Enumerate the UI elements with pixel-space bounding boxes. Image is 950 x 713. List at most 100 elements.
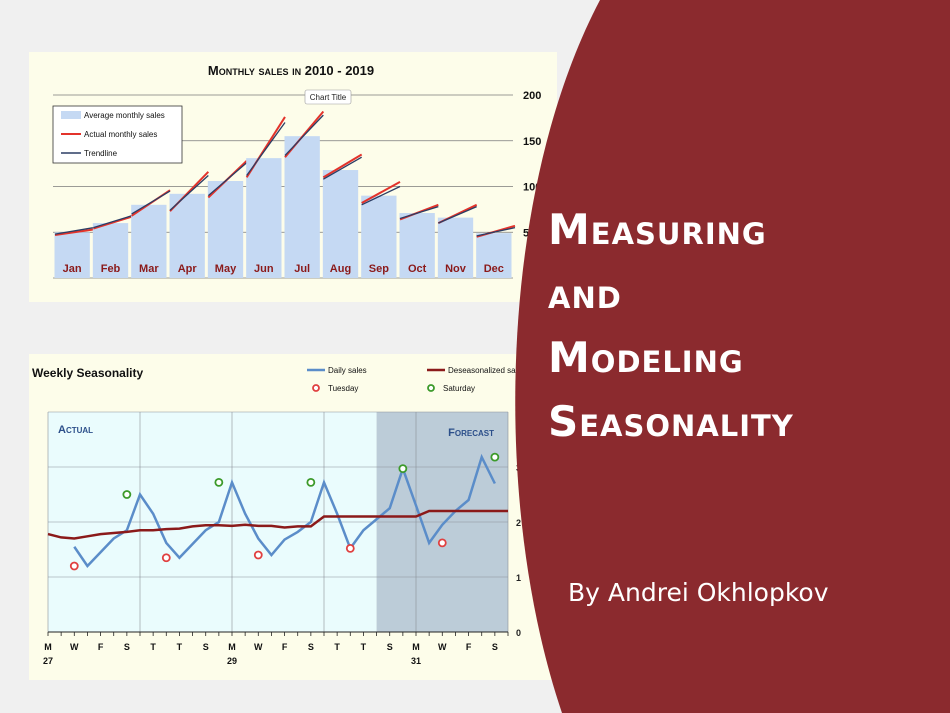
title-line-1: Measuring: [548, 205, 767, 254]
author-name: By Andrei Okhlopkov: [568, 578, 829, 607]
x-tick-label: M: [44, 642, 52, 652]
legend-label: Deseasonalized sale: [448, 366, 522, 375]
tuesday-marker: [437, 538, 447, 548]
monthly-sales-chart: 200150100500JanFebMarAprMayJunJulAugSepO…: [52, 63, 541, 285]
x-tick-label: T: [361, 642, 367, 652]
trendline-segment: [361, 185, 401, 206]
saturday-marker: [398, 464, 408, 474]
trendline-segment: [93, 215, 132, 229]
category-label: Nov: [445, 263, 467, 275]
x-date-label: 31: [411, 656, 421, 666]
saturday-marker: [122, 490, 132, 499]
x-tick-label: S: [387, 642, 393, 652]
tuesday-marker: [161, 553, 171, 563]
title-line-2: and: [548, 269, 622, 318]
category-label: Aug: [330, 263, 351, 275]
y-tick-label: 150: [523, 136, 541, 148]
bar: [92, 223, 129, 278]
x-date-label: 27: [43, 656, 53, 666]
bar: [131, 204, 167, 278]
legend-swatch-bar: [61, 111, 81, 119]
category-label: Feb: [101, 263, 121, 275]
deseasonalized-sales-line: [47, 509, 508, 540]
bar: [207, 181, 244, 278]
saturday-marker: [214, 477, 224, 487]
bar: [169, 193, 205, 278]
bar: [437, 217, 474, 278]
y-tick-label: 200: [523, 90, 541, 102]
trendline-segment: [323, 156, 362, 180]
category-label: May: [215, 263, 237, 275]
trendline-segment: [131, 190, 171, 215]
x-tick-label: T: [177, 642, 183, 652]
bar: [246, 158, 282, 278]
slide-title: Measuring and Modeling Seasonality: [548, 198, 948, 454]
y-tick-label: 2: [516, 518, 521, 528]
x-tick-label: S: [308, 642, 314, 652]
x-tick-label: S: [492, 642, 498, 652]
x-tick-label: S: [124, 642, 130, 652]
actual-sales-segment: [54, 228, 94, 236]
x-tick-label: T: [150, 642, 156, 652]
daily-sales-line: [73, 453, 496, 568]
trendline-segment: [54, 227, 94, 235]
bar: [54, 232, 90, 278]
forecast-label: Forecast: [448, 427, 494, 439]
x-tick-label: F: [466, 642, 472, 652]
legend-label: Tuesday: [328, 384, 358, 393]
chart-title-tooltip-box: [304, 89, 352, 105]
x-tick-label: W: [438, 642, 447, 652]
category-label: Oct: [408, 263, 427, 275]
bar: [476, 233, 512, 278]
chart-title: Weekly Seasonality: [32, 366, 143, 380]
x-tick-label: M: [412, 642, 420, 652]
legend-swatch-tuesday: [312, 384, 320, 392]
bar: [284, 136, 320, 278]
trendline-segment: [207, 162, 248, 197]
legend-label: Daily sales: [328, 366, 367, 375]
category-label: Jun: [254, 263, 274, 275]
x-tick-label: F: [98, 642, 104, 652]
weekly-seasonality-chart-panel: 43210MWFSTTSMWFSTTSMWFS272931Weekly Seas…: [29, 354, 557, 680]
x-tick-label: W: [70, 642, 79, 652]
title-background-path: [515, 0, 950, 713]
x-tick-label: M: [228, 642, 236, 652]
actual-sales-segment: [361, 181, 401, 204]
category-label: Mar: [139, 263, 159, 275]
trendline-segment: [476, 227, 516, 237]
x-tick-label: F: [282, 642, 288, 652]
legend-swatch-saturday: [427, 384, 435, 392]
actual-sales-segment: [93, 215, 132, 230]
tuesday-marker: [345, 543, 355, 553]
monthly-sales-chart-panel: 200150100500JanFebMarAprMayJunJulAugSepO…: [29, 52, 557, 302]
title-line-3: Modeling: [548, 333, 744, 382]
x-date-label: 29: [227, 656, 237, 666]
y-tick-label: 1: [516, 573, 521, 583]
category-label: Jan: [63, 263, 82, 275]
legend-label: Actual monthly sales: [84, 130, 157, 139]
saturday-marker: [490, 452, 500, 462]
tuesday-marker: [69, 561, 79, 571]
chart-title-tooltip: Chart Title: [310, 93, 347, 102]
trendline-segment: [246, 122, 286, 176]
bar: [361, 195, 397, 278]
title-line-4: Seasonality: [548, 397, 794, 446]
x-tick-label: W: [254, 642, 263, 652]
trendline-segment: [284, 114, 324, 156]
category-label: Jul: [294, 263, 310, 275]
y-tick-label: 0: [516, 628, 521, 638]
legend-label: Saturday: [443, 384, 475, 393]
saturday-marker: [306, 477, 316, 487]
legend-label: Average monthly sales: [84, 111, 165, 120]
tuesday-marker: [253, 550, 263, 560]
category-label: Dec: [484, 263, 504, 275]
chart-title: Monthly sales in 2010 - 2019: [208, 63, 374, 78]
category-label: Sep: [369, 263, 389, 275]
x-tick-label: S: [203, 642, 209, 652]
trendline-segment: [169, 175, 209, 211]
legend-label: Trendline: [84, 149, 118, 158]
actual-sales-segment: [322, 153, 363, 179]
actual-label: Actual: [58, 424, 93, 436]
